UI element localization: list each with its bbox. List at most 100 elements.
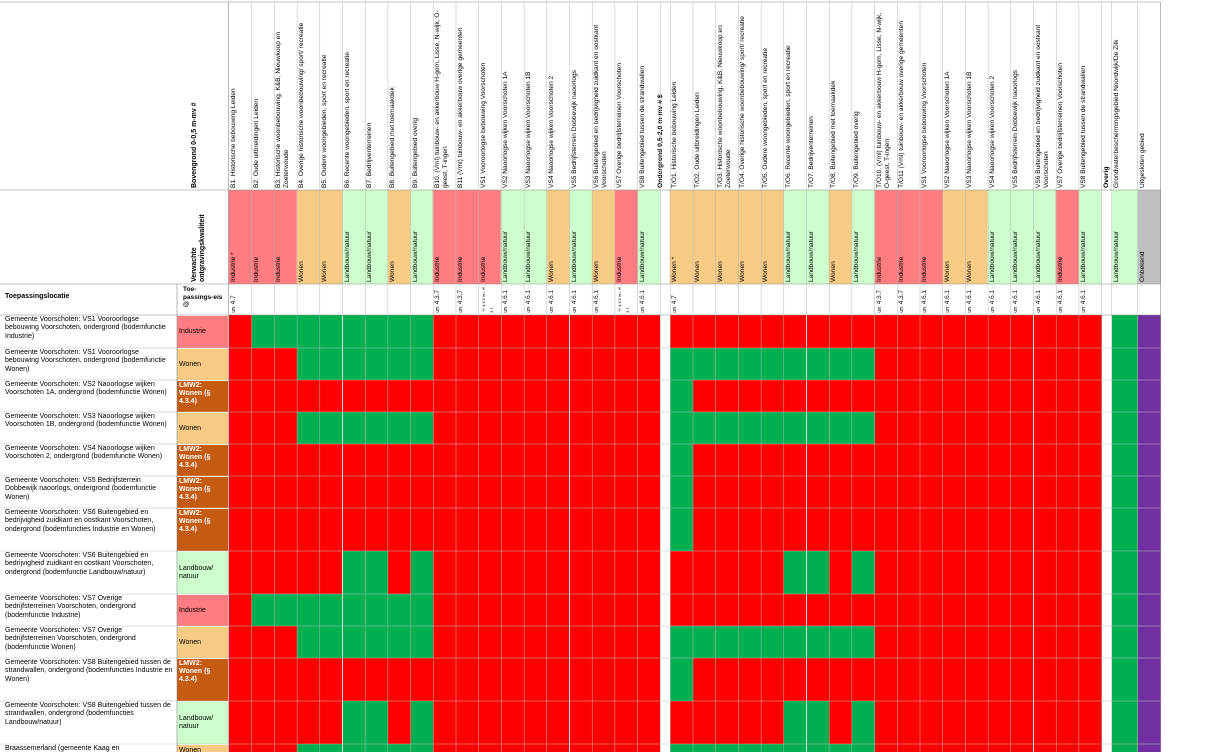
matrix-cell [319,551,343,594]
matrix-cell [387,476,411,508]
matrix-cell [251,701,275,744]
matrix-cell [456,508,479,551]
matrix-cell [637,348,661,380]
matrix-cell [670,315,693,348]
matrix-cell [614,551,638,594]
matrix-cell [229,594,252,626]
matrix-cell [715,348,739,380]
matrix-cell [524,476,547,508]
matrix-cell [274,658,298,701]
matrix-cell [229,380,252,412]
matrix-cell [1056,626,1079,658]
matrix-cell [1101,348,1112,380]
matrix-cell [274,744,298,752]
matrix-cell [569,444,593,476]
matrix-cell [806,626,830,658]
matrix-cell [410,551,434,594]
matrix-cell [229,626,252,658]
matrix-cell [738,380,762,412]
matrix-cell [319,348,343,380]
matrix-cell [1078,508,1102,551]
matrix-cell [433,508,456,551]
column-header: VS6 Buitengebied en bedrijvigheid zuidka… [1034,24,1050,188]
requirement-cell: § 4.6.1 [638,290,646,313]
header-toepassingseis: Toe-passings-eis @ [183,286,223,308]
matrix-cell [660,412,671,444]
matrix-cell [1078,348,1102,380]
matrix-cell [229,412,252,444]
matrix-cell [251,508,275,551]
matrix-cell [1010,744,1034,752]
matrix-cell [251,348,275,380]
quality-cell: Wonen * [670,190,693,284]
column-header: VS7 Overige bedrijfsterreinen Voorschote… [1057,63,1065,188]
matrix-cell [829,444,852,476]
matrix-cell [670,551,693,594]
matrix-cell [546,551,570,594]
matrix-cell [478,348,502,380]
matrix-cell [1137,701,1161,744]
matrix-cell [965,444,989,476]
matrix-cell [715,476,739,508]
column-header: VS6 Buitengebied en bedrijvigheid zuidka… [593,24,609,188]
matrix-cell [614,412,638,444]
matrix-cell [274,508,298,551]
matrix-cell [1101,444,1112,476]
matrix-cell [1033,476,1057,508]
matrix-cell [387,380,411,412]
matrix-cell [410,476,434,508]
quality-cell: Landbouw/natuur [1010,190,1034,284]
matrix-cell [569,508,593,551]
matrix-cell [738,658,762,701]
matrix-cell [229,701,252,744]
matrix-cell [874,380,898,412]
matrix-cell [433,626,456,658]
matrix-cell [1101,626,1112,658]
location-label: Braassemerland (gemeente Kaag en [5,745,120,752]
matrix-cell [897,380,920,412]
matrix-cell [1111,508,1138,551]
matrix-cell [410,412,434,444]
matrix-cell [501,444,525,476]
matrix-cell [783,658,807,701]
requirement-cell [784,284,807,315]
matrix-cell [1010,315,1034,348]
matrix-cell [410,348,434,380]
matrix-cell [693,412,716,444]
matrix-cell [874,594,898,626]
requirement-cell: § 4.6.1 [1034,290,1042,313]
matrix-cell [524,508,547,551]
matrix-cell [920,744,943,752]
requirement-cell: § 4.6.1 [502,290,510,313]
matrix-cell [988,701,1011,744]
matrix-cell [614,380,638,412]
matrix-cell [387,744,411,752]
matrix-cell [365,744,388,752]
matrix-cell [874,658,898,701]
matrix-cell [988,744,1011,752]
header-verwachte-kwaliteit: Verwachte ontgravingskwaliteit [191,214,206,282]
matrix-cell [1033,380,1057,412]
classification-cell: LMW2: Wonen (§ 4.3.4) [177,509,228,551]
requirement-cell: § 4.7 [671,295,679,313]
column-header: B1. Historische bebouwing Leiden [230,88,237,188]
matrix-cell [614,658,638,701]
matrix-cell [1078,551,1102,594]
matrix-cell [1078,315,1102,348]
matrix-cell [942,701,966,744]
matrix-cell [670,380,693,412]
matrix-cell [920,444,943,476]
quality-cell: Wonen [546,190,570,284]
matrix-cell [592,412,615,444]
matrix-cell [806,701,830,744]
matrix-cell [524,348,547,380]
matrix-cell [806,476,830,508]
matrix-cell [342,444,366,476]
matrix-cell [410,658,434,701]
matrix-cell [1111,348,1138,380]
matrix-cell [229,348,252,380]
matrix-cell [524,315,547,348]
matrix-cell [456,701,479,744]
matrix-cell [251,380,275,412]
matrix-cell [456,315,479,348]
